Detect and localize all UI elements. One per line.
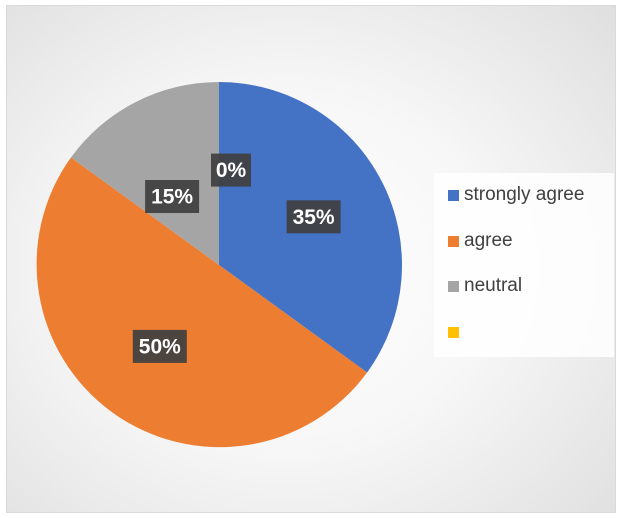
pie-data-labels: 35% 50% 15% 0% — [132, 153, 341, 363]
data-label-text-strongly-agree: 35% — [293, 206, 335, 229]
legend-swatch-agree — [448, 235, 459, 247]
legend-swatch-unnamed — [448, 326, 459, 338]
data-label-box-agree — [132, 329, 187, 363]
data-label-text-unnamed: 0% — [216, 159, 247, 182]
legend-swatch-strongly-agree — [448, 189, 459, 201]
legend-label-strongly-agree: strongly agree — [464, 184, 585, 205]
legend-swatch-neutral — [448, 280, 459, 292]
pie-slice-neutral — [70, 82, 219, 265]
data-label-unnamed: 0% — [211, 153, 251, 187]
legend-label-neutral: neutral — [464, 275, 523, 296]
data-label-box-strongly-agree — [286, 200, 341, 234]
chart-area: 35% 50% 15% 0% strongly agree agree neutral — [6, 5, 616, 513]
data-label-box-unnamed — [211, 153, 251, 187]
data-label-strongly-agree: 35% — [286, 200, 341, 234]
data-label-text-neutral: 15% — [151, 186, 193, 209]
data-label-neutral: 15% — [145, 180, 200, 213]
legend-item-agree: agree — [448, 229, 513, 253]
legend-item-neutral: neutral — [448, 274, 522, 298]
pie-slice-agree — [36, 157, 368, 448]
legend-item-unnamed — [448, 320, 464, 344]
legend-label-agree: agree — [464, 230, 513, 251]
data-label-box-neutral — [145, 180, 200, 213]
legend: strongly agree agree neutral — [434, 173, 614, 357]
data-label-text-agree: 50% — [139, 335, 181, 358]
pie-slices — [36, 82, 402, 448]
data-label-agree: 50% — [132, 329, 187, 363]
pie-chart: 35% 50% 15% 0% — [36, 82, 402, 448]
legend-item-strongly-agree: strongly agree — [448, 183, 584, 207]
